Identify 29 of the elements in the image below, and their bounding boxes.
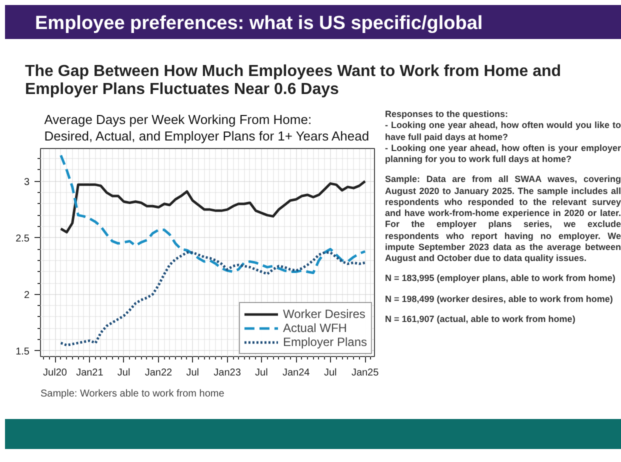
line-series — [60, 154, 366, 274]
line-series — [60, 180, 366, 234]
x-tick-label: Jan22 — [144, 368, 173, 378]
line-series — [60, 251, 366, 346]
y-tick-label: 1.5 — [16, 346, 30, 358]
y-tick-label: 2 — [24, 290, 30, 301]
x-tick-label: Jul20 — [43, 368, 68, 378]
y-tick-label: 2.5 — [16, 233, 30, 244]
x-tick-label: Jan25 — [351, 368, 380, 378]
x-tick-label: Jan24 — [282, 368, 310, 378]
legend-label: Actual WFH — [282, 321, 347, 335]
x-tick-label: Jul — [117, 368, 130, 378]
text: Responses to the questions: - Looking one year ahead, how often would you like to have full paid days at home? - Looking one year ahead, how often is your employer planning for you to work full days at home? — [385, 109, 621, 166]
legend-label: Employer Plans — [282, 335, 367, 349]
chart-subtitle: The Gap Between How Much Employees Want to Work from Home and Employer Plans Fluctuates Near 0.6 Days — [25, 63, 562, 100]
x-tick-label: Jul — [324, 368, 337, 378]
x-tick-label: Jul — [255, 368, 268, 378]
text: Employee preferences: what is US specific/global — [35, 12, 483, 36]
text: N = 161,907 (actual, able to work from home) — [385, 314, 576, 325]
text: Sample: Workers able to work from home — [40, 388, 225, 400]
text: Sample: Data are from all SWAA waves, covering August 2020 to January 2025. The sample includes all respondents who responded to the relevant survey and have work-from-home experience in 2020 or later. For the employer plans series, we exclude respondents who report having no employer. We impute September 2023 data as the average between August and October due to data quality issues. — [385, 174, 621, 264]
legend-label: Worker Desires — [282, 307, 366, 321]
x-tick-label: Jan23 — [214, 368, 242, 378]
text: N = 198,499 (worker desires, able to work from home) — [385, 294, 614, 305]
x-tick-label: Jan21 — [76, 368, 104, 378]
x-tick-label: Jul — [186, 368, 200, 378]
y-tick-label: 3 — [24, 176, 30, 188]
text: N = 183,995 (employer plans, able to work from home) — [385, 273, 616, 284]
chart-title: Average Days per Week Working From Home: Desired, Actual, and Employer Plans for 1+ Years Ahead — [44, 112, 370, 144]
